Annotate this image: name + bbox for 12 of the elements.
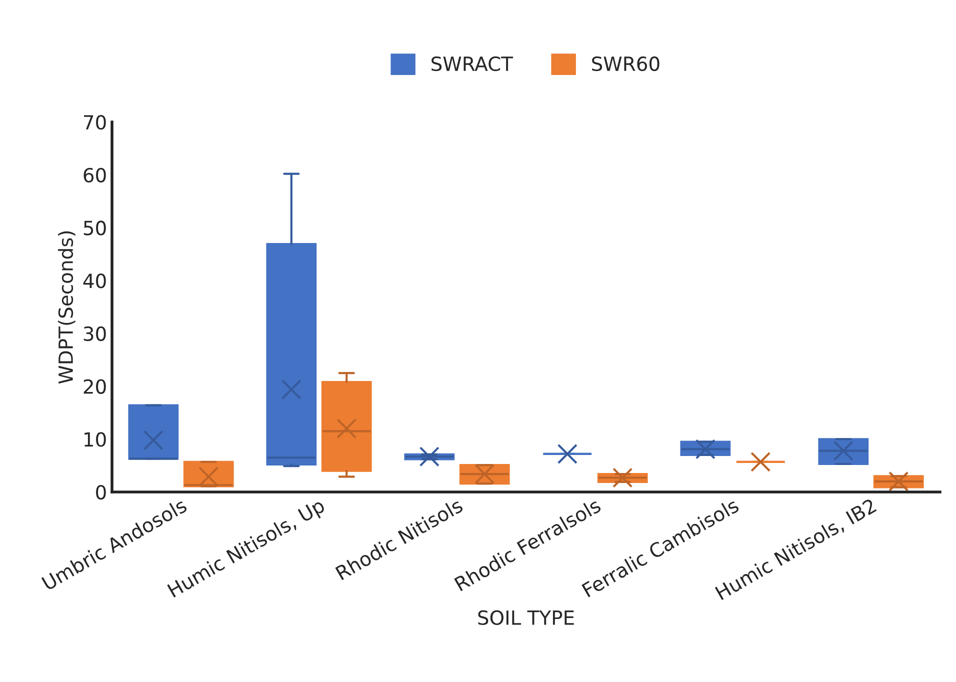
y-tick-label: 60 (84, 168, 106, 183)
y-axis-title: WDPT(Seconds) (58, 231, 76, 384)
y-tick-label: 0 (96, 484, 106, 500)
y-tick-label: 10 (84, 432, 106, 447)
legend-label: SWRACT (432, 56, 514, 72)
y-tick-label: 30 (84, 326, 106, 342)
legend-label: SWR60 (592, 56, 660, 72)
x-axis-title: SOIL TYPE (478, 610, 574, 626)
y-tick-label: 50 (84, 220, 106, 236)
y-tick-label: 40 (83, 274, 106, 288)
y-tick-label: 20 (84, 379, 106, 394)
y-tick-label: 70 (84, 114, 106, 130)
